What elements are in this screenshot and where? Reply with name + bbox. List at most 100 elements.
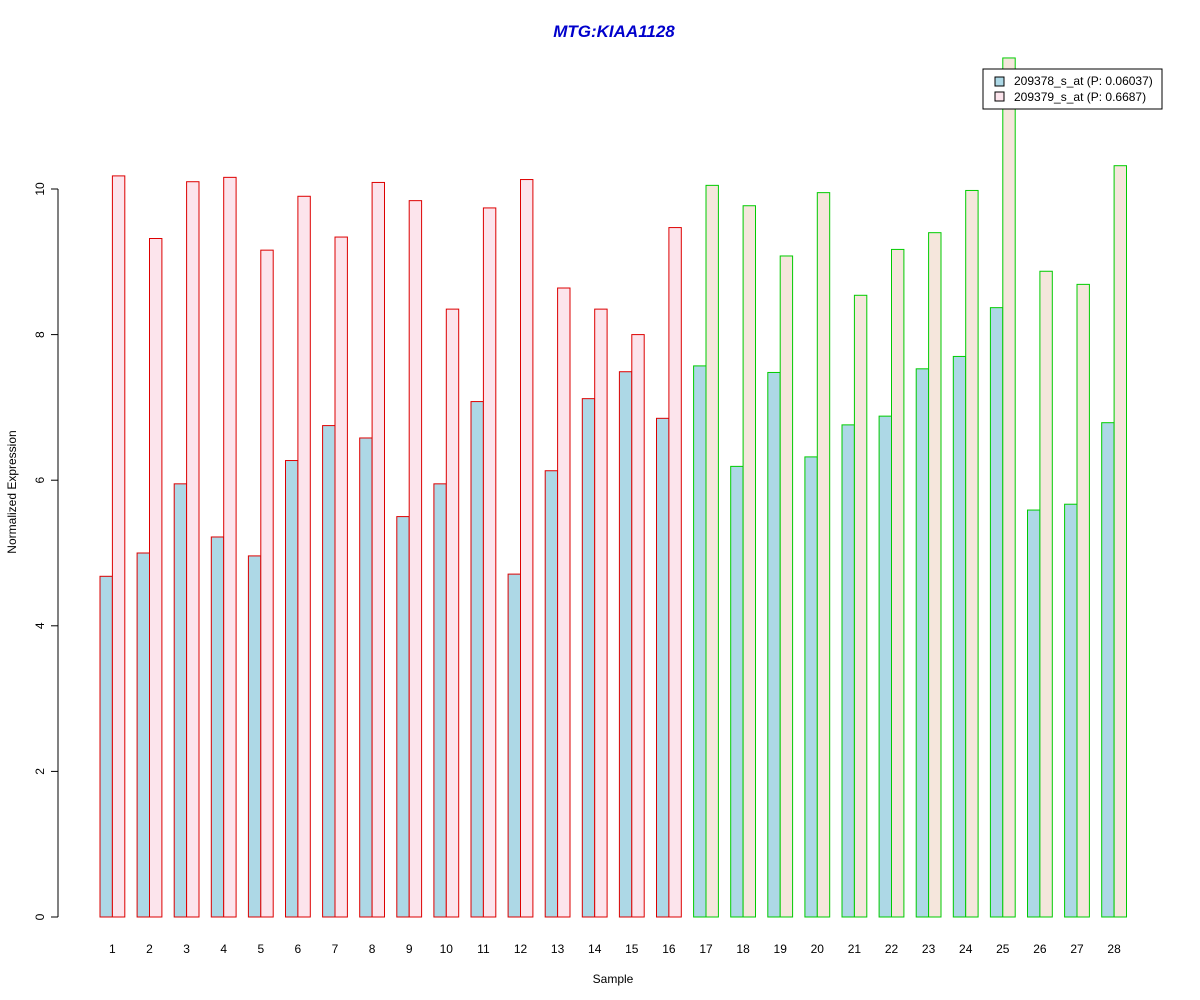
- bar-sample-4-series-2: [223, 176, 237, 918]
- bar-sample-1-series-1: [99, 575, 113, 918]
- bar-sample-14-series-2: [594, 308, 608, 918]
- legend-label-series-1: 209378_s_at (P: 0.06037): [1014, 74, 1153, 88]
- x-tick-label-22: 22: [885, 942, 899, 956]
- x-tick-label-5: 5: [257, 942, 264, 956]
- bar-sample-3-series-2: [186, 181, 200, 918]
- legend-swatch-series-2: [994, 91, 1005, 102]
- bar-sample-23-series-2: [928, 232, 942, 918]
- bar-sample-28-series-2: [1113, 165, 1127, 918]
- bar-sample-14-series-1: [581, 398, 596, 918]
- x-tick-label-27: 27: [1070, 942, 1084, 956]
- legend-swatch-series-1: [994, 76, 1005, 87]
- x-tick-label-11: 11: [477, 942, 490, 956]
- x-tick-label-12: 12: [514, 942, 528, 956]
- x-tick-label-15: 15: [625, 942, 639, 956]
- bar-sample-21-series-1: [841, 424, 855, 918]
- bar-sample-7-series-2: [334, 236, 348, 918]
- y-axis-label: Normalized Expression: [5, 430, 19, 553]
- x-tick-label-24: 24: [959, 942, 973, 956]
- x-tick-label-17: 17: [699, 942, 713, 956]
- bar-sample-18-series-1: [730, 465, 744, 918]
- bar-sample-19-series-1: [767, 371, 781, 918]
- x-tick-label-2: 2: [146, 942, 153, 956]
- y-tick-label-2: 2: [33, 768, 47, 775]
- bar-sample-24-series-1: [952, 355, 967, 918]
- legend-box: [982, 68, 1163, 110]
- chart-title: MTG:KIAA1128: [553, 22, 675, 41]
- x-tick-label-7: 7: [332, 942, 339, 956]
- bar-sample-11-series-2: [482, 207, 497, 918]
- bar-sample-18-series-2: [742, 205, 756, 918]
- bar-sample-21-series-2: [853, 294, 868, 918]
- bar-sample-9-series-1: [396, 516, 410, 918]
- bar-sample-26-series-2: [1039, 270, 1053, 918]
- bar-sample-27-series-1: [1064, 503, 1078, 918]
- x-tick-label-16: 16: [662, 942, 676, 956]
- bar-sample-7-series-1: [322, 425, 336, 918]
- bar-sample-13-series-2: [557, 287, 571, 918]
- bar-sample-1-series-2: [111, 175, 126, 918]
- bar-sample-3-series-1: [173, 483, 188, 918]
- bar-sample-10-series-1: [433, 483, 447, 918]
- bar-sample-28-series-1: [1101, 422, 1115, 918]
- bar-sample-23-series-1: [915, 368, 930, 918]
- x-tick-label-6: 6: [295, 942, 302, 956]
- bar-sample-5-series-2: [260, 249, 274, 918]
- bar-sample-26-series-1: [1027, 509, 1041, 918]
- y-tick-label-6: 6: [33, 477, 47, 484]
- x-tick-label-20: 20: [811, 942, 825, 956]
- bar-sample-24-series-2: [965, 189, 979, 918]
- x-tick-label-13: 13: [551, 942, 565, 956]
- x-tick-label-14: 14: [588, 942, 602, 956]
- bar-sample-8-series-2: [371, 181, 386, 918]
- x-tick-label-25: 25: [996, 942, 1010, 956]
- y-axis: 0 2 4 6 8 10: [33, 182, 59, 920]
- bar-sample-4-series-1: [210, 536, 225, 918]
- bar-sample-2-series-1: [136, 552, 151, 918]
- y-tick-label-8: 8: [33, 331, 47, 338]
- bar-sample-13-series-1: [544, 470, 559, 918]
- bar-sample-15-series-2: [631, 334, 645, 918]
- bar-sample-10-series-2: [445, 308, 460, 918]
- x-axis-label: Sample: [593, 972, 634, 986]
- bar-sample-17-series-2: [705, 184, 719, 918]
- y-tick-label-0: 0: [33, 913, 47, 920]
- x-axis: 1 2 3 4 5 6 7 8 9 10 11 12 13 14 15 16 17 18 19 20 21 22 23 24 2…: [109, 942, 1121, 956]
- x-tick-label-21: 21: [848, 942, 862, 956]
- bars: [99, 57, 1127, 918]
- x-tick-label-4: 4: [220, 942, 227, 956]
- bar-sample-17-series-1: [693, 365, 707, 918]
- x-tick-label-26: 26: [1033, 942, 1047, 956]
- x-tick-label-18: 18: [736, 942, 750, 956]
- bar-sample-25-series-2: [1002, 57, 1016, 918]
- bar-sample-11-series-1: [470, 401, 484, 918]
- bar-sample-20-series-1: [804, 456, 818, 918]
- bar-sample-12-series-2: [520, 179, 534, 918]
- bar-sample-25-series-1: [989, 307, 1004, 918]
- bar-sample-22-series-2: [891, 248, 905, 918]
- bar-sample-5-series-1: [247, 555, 262, 918]
- bar-sample-2-series-2: [149, 238, 163, 918]
- x-tick-label-1: 1: [109, 942, 116, 956]
- bar-sample-16-series-1: [656, 417, 670, 918]
- x-tick-label-19: 19: [774, 942, 788, 956]
- bar-sample-9-series-2: [408, 200, 423, 918]
- legend: 209378_s_at (P: 0.06037) 209379_s_at (P:…: [982, 68, 1163, 110]
- bar-sample-6-series-1: [285, 460, 299, 918]
- x-tick-label-3: 3: [183, 942, 190, 956]
- bar-sample-15-series-1: [618, 371, 633, 918]
- bar-sample-22-series-1: [878, 415, 892, 918]
- x-tick-label-28: 28: [1107, 942, 1121, 956]
- bar-sample-27-series-2: [1076, 283, 1090, 918]
- bar-sample-8-series-1: [359, 437, 373, 918]
- x-tick-label-9: 9: [406, 942, 413, 956]
- bar-sample-19-series-2: [779, 255, 794, 918]
- y-tick-label-4: 4: [33, 622, 47, 629]
- x-tick-label-23: 23: [922, 942, 936, 956]
- x-tick-label-10: 10: [440, 942, 454, 956]
- x-tick-label-8: 8: [369, 942, 376, 956]
- y-tick-label-10: 10: [33, 182, 47, 196]
- bar-sample-6-series-2: [297, 195, 311, 918]
